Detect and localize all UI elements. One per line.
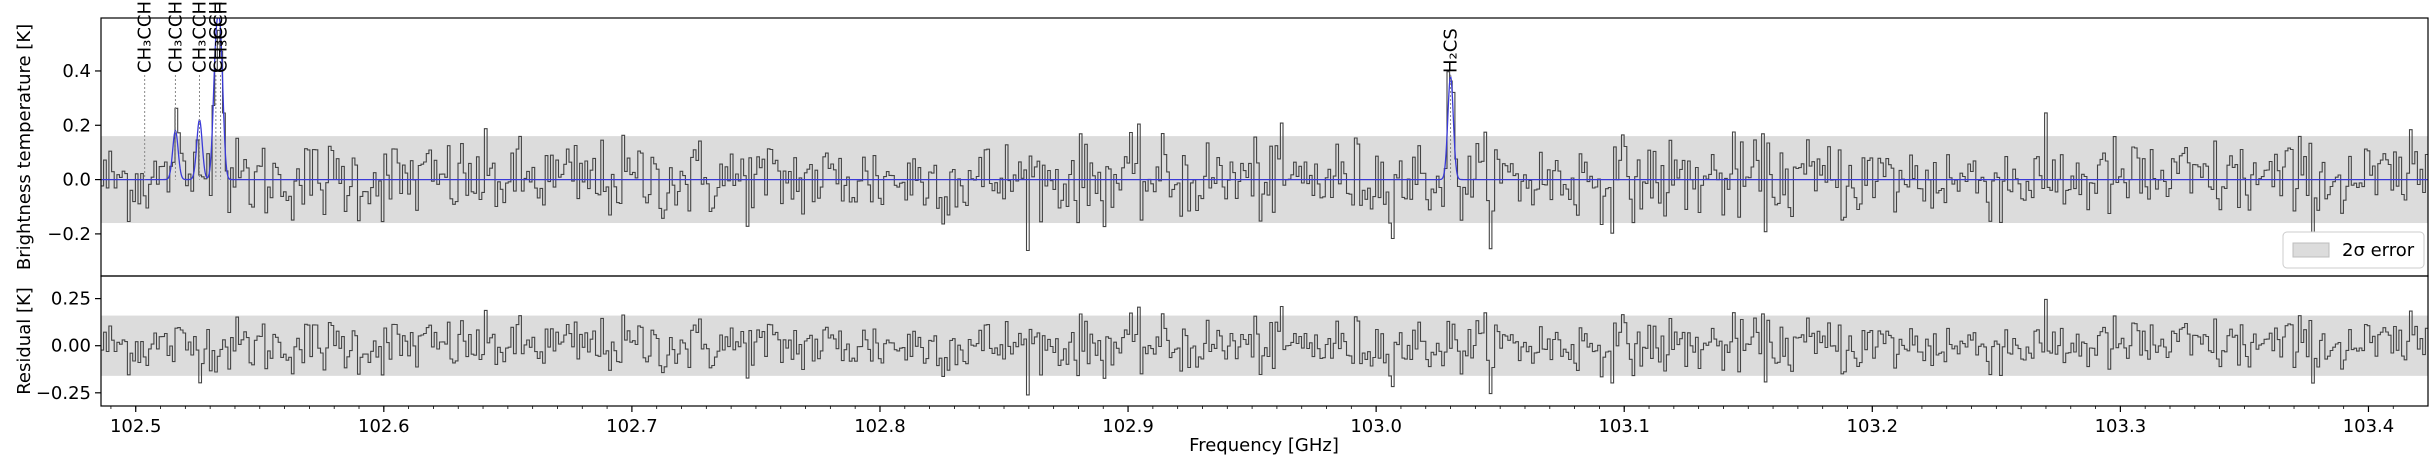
top-y-axis-label: Brightness temperature [K] xyxy=(14,24,35,270)
line-label: CH₃CCH xyxy=(190,1,211,73)
model-fit-line xyxy=(101,18,2428,181)
bottom-error-band xyxy=(101,315,2428,376)
line-label: CH₃CCH xyxy=(165,1,186,73)
line-label: H₂CS xyxy=(1441,28,1462,73)
legend-label: 2σ error xyxy=(2342,240,2415,261)
y-tick-label: −0.25 xyxy=(36,383,91,404)
x-tick-label: 102.9 xyxy=(1102,416,1154,437)
x-axis-label: Frequency [GHz] xyxy=(1189,435,1339,456)
y-tick-label: 0.00 xyxy=(51,336,91,357)
y-tick-label: 0.2 xyxy=(62,115,91,136)
x-tick-label: 102.7 xyxy=(606,416,658,437)
y-tick-label: −0.2 xyxy=(47,224,91,245)
y-tick-label: 0.4 xyxy=(62,61,91,82)
x-tick-label: 103.0 xyxy=(1350,416,1402,437)
line-label: CH₃CCH xyxy=(135,1,156,73)
legend-box xyxy=(2282,231,2425,269)
bottom-axes-frame xyxy=(100,275,2429,407)
y-tick-label: 0.0 xyxy=(62,170,91,191)
y-tick-label: 0.25 xyxy=(51,289,91,310)
line-label: CH₃CCH xyxy=(206,1,227,73)
x-tick-label: 103.1 xyxy=(1598,416,1650,437)
bottom-y-axis-label: Residual [K] xyxy=(14,287,35,395)
x-tick-label: 102.8 xyxy=(854,416,906,437)
x-tick-label: 102.6 xyxy=(358,416,410,437)
x-tick-label: 103.4 xyxy=(2343,416,2395,437)
legend-swatch xyxy=(2292,242,2330,258)
observed-spectrum-line xyxy=(101,29,2428,252)
x-tick-label: 103.2 xyxy=(1847,416,1899,437)
line-label: CH₃CCH xyxy=(211,1,232,73)
residual-panel: −0.25 0.00 0.25 102.5 102.6 102.7 102.8 102.9 1… xyxy=(14,275,2429,456)
x-tick-label: 102.5 xyxy=(110,416,162,437)
residual-line xyxy=(101,298,2428,396)
legend: 2σ error xyxy=(2282,231,2425,269)
x-tick-label: 103.3 xyxy=(2095,416,2147,437)
